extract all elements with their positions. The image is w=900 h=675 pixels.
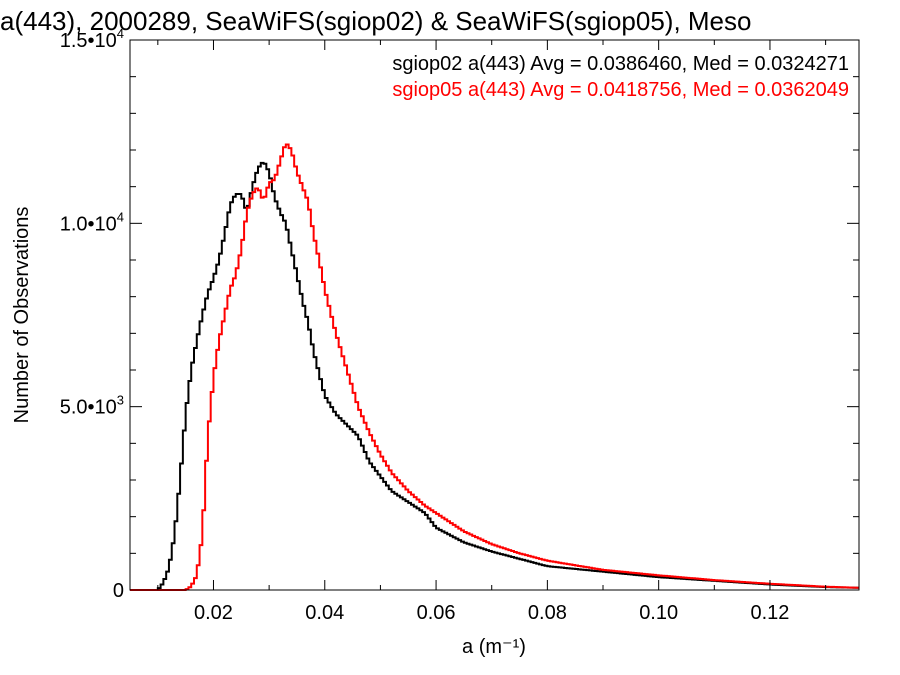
legend-entry-sgiop02: sgiop02 a(443) Avg = 0.0386460, Med = 0.… — [392, 53, 849, 75]
chart-title: a(443), 2000289, SeaWiFS(sgiop02) & SeaW… — [0, 6, 751, 36]
series-layer — [130, 143, 859, 591]
x-tick-label: 0.12 — [750, 602, 789, 624]
y-tick-label: 1.0•104 — [60, 209, 124, 235]
x-tick-label: 0.08 — [528, 602, 567, 624]
y-tick-label: 1.5•104 — [60, 26, 124, 52]
y-tick-label: 5.0•103 — [60, 393, 124, 419]
x-tick-label: 0.06 — [417, 602, 456, 624]
x-axis-label: a (m⁻¹) — [462, 636, 526, 658]
plot-frame — [129, 39, 860, 591]
legend-entry-sgiop05: sgiop05 a(443) Avg = 0.0418756, Med = 0.… — [392, 79, 849, 101]
y-tick-label: 0 — [113, 580, 124, 602]
y-axis-label: Number of Observations — [11, 207, 33, 424]
ticks-layer: 0.02 0.04 0.06 0.08 0.10 0.12 0 5.0•103 1.0•104 1… — [60, 26, 859, 624]
series-line-1 — [130, 143, 859, 591]
x-tick-label: 0.02 — [194, 602, 233, 624]
series-line-0 — [130, 161, 859, 591]
x-tick-label: 0.10 — [639, 602, 678, 624]
x-tick-label: 0.04 — [305, 602, 344, 624]
